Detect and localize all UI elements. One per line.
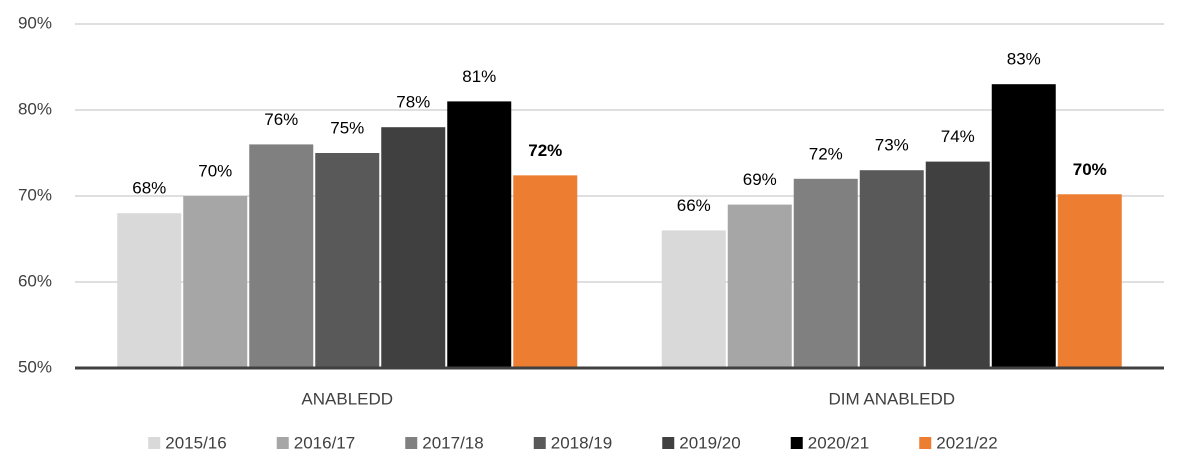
x-tick-label: ANABLEDD: [301, 389, 393, 408]
data-label: 69%: [743, 170, 777, 189]
legend-label: 2021/22: [936, 433, 997, 452]
bar: [859, 170, 924, 368]
legend-swatch: [276, 437, 289, 449]
bar: [513, 175, 578, 368]
legend-swatch: [148, 437, 161, 449]
y-tick-label: 50%: [18, 357, 52, 376]
bar: [661, 230, 726, 368]
data-label: 75%: [330, 118, 364, 137]
bar: [925, 161, 990, 368]
y-tick-label: 70%: [18, 185, 52, 204]
bar: [991, 84, 1056, 368]
legend-swatch: [919, 437, 932, 449]
bar: [249, 144, 314, 368]
bar: [315, 153, 380, 368]
bar: [793, 178, 858, 368]
data-label: 83%: [1007, 50, 1041, 69]
bar: [183, 196, 248, 368]
bar: [381, 127, 446, 368]
x-tick-label: DIM ANABLEDD: [828, 389, 955, 408]
y-tick-label: 60%: [18, 271, 52, 290]
data-label: 66%: [677, 196, 711, 215]
y-tick-label: 80%: [18, 99, 52, 118]
bar: [117, 213, 182, 368]
data-label: 76%: [264, 110, 298, 129]
data-label: 68%: [132, 179, 166, 198]
data-label: 81%: [462, 67, 496, 86]
legend-label: 2018/19: [551, 433, 612, 452]
data-label: 72%: [528, 141, 562, 160]
legend-swatch: [790, 437, 803, 449]
legend-swatch: [405, 437, 418, 449]
data-label: 70%: [198, 161, 232, 180]
bar: [447, 101, 512, 369]
bar: [727, 204, 792, 368]
bar: [1057, 194, 1122, 368]
data-label: 70%: [1073, 160, 1107, 179]
legend-swatch: [533, 437, 546, 449]
legend-label: 2015/16: [165, 433, 226, 452]
data-label: 73%: [875, 136, 909, 155]
data-label: 74%: [941, 127, 975, 146]
data-label: 78%: [396, 93, 430, 112]
legend-label: 2019/20: [679, 433, 740, 452]
data-label: 72%: [809, 144, 843, 163]
legend-label: 2020/21: [808, 433, 869, 452]
y-tick-label: 90%: [18, 13, 52, 32]
legend-label: 2016/17: [294, 433, 355, 452]
legend-swatch: [662, 437, 675, 449]
legend-label: 2017/18: [422, 433, 483, 452]
